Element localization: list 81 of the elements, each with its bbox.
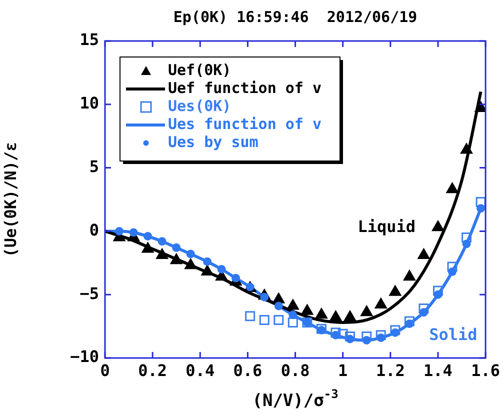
point [144,232,152,241]
point [172,243,181,252]
point [156,248,168,260]
point [462,240,471,248]
point [184,258,197,270]
point [217,264,226,274]
x-tick-label: 1.6 [471,360,500,380]
point [315,308,328,319]
point [186,250,195,258]
point [288,318,298,328]
point [376,330,386,340]
point [418,304,429,314]
point [403,270,416,281]
point [432,220,444,232]
annotation: Solid [429,324,478,344]
point [272,292,285,304]
point [288,310,298,320]
point [330,328,341,338]
x-tick-label: 0.4 [186,360,215,380]
point [362,331,372,342]
point [432,286,443,296]
point [362,336,371,344]
point [170,254,182,264]
point [376,333,386,342]
point [274,314,284,325]
point [374,298,387,308]
point [460,143,472,154]
point [203,257,212,266]
point [346,334,354,344]
y-tick-label: −10 [70,347,99,366]
chart-title: Ep(0K) 16:59:46 2012/06/19 [173,8,418,26]
point [390,328,400,337]
point [129,228,138,237]
y-tick-label: 10 [80,94,99,113]
legend-label: Uef(0K) [168,60,232,79]
point [476,204,486,213]
point [232,274,240,282]
point [331,330,340,340]
legend-label: Uef function of v [168,78,322,97]
point [201,265,214,276]
point [338,328,348,339]
point [158,237,166,246]
point [448,268,457,276]
point [404,316,414,326]
legend-label: Ues(0K) [168,96,232,115]
y-tick-label: 0 [89,220,99,240]
point [142,242,154,253]
point [330,310,342,322]
point [419,308,428,317]
x-tick-label: 0.8 [280,360,310,380]
point [389,285,402,296]
point [344,331,355,342]
x-tick-label: 1.2 [376,360,405,380]
x-tick-label: 0.2 [138,360,168,380]
point [418,248,430,260]
point [476,197,486,208]
point [405,320,414,328]
point [115,226,124,236]
y-axis-title: (Ue(0K)/N)/ε [0,142,20,258]
point [462,232,472,243]
y-tick-label: 15 [80,30,99,50]
point [360,306,373,316]
point [434,290,442,299]
x-tick-label: 1.4 [424,360,452,380]
y-tick-label: −5 [80,284,99,303]
annotation: Liquid [358,217,416,236]
point [274,302,283,310]
legend-label: Ues function of v [168,114,322,133]
point [301,304,314,315]
point [447,262,458,272]
point [286,299,299,310]
point [474,101,486,112]
x-tick-label: 0.6 [233,360,262,380]
legend-label: Ues by sum [168,132,258,151]
x-tick-label: 1 [338,360,348,380]
point [259,314,270,325]
point [245,311,256,322]
y-tick-label: 5 [89,156,99,176]
point [390,325,400,336]
point [446,182,458,194]
point [344,310,356,322]
